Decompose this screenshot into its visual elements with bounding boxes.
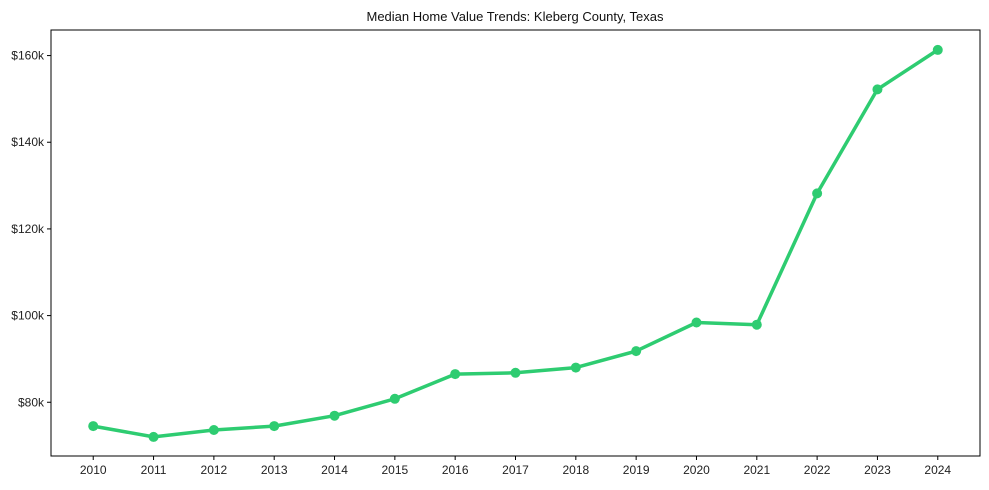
series-line bbox=[91, 48, 940, 439]
x-tick-label: 2018 bbox=[562, 463, 589, 477]
x-tick-label: 2016 bbox=[442, 463, 469, 477]
x-axis: 2010 2011 2012 2013 2014 2015 2016 2017 2018 2019… bbox=[80, 456, 951, 477]
data-point-2024 bbox=[932, 44, 943, 55]
x-tick-label: 2017 bbox=[502, 463, 529, 477]
data-point-2020 bbox=[691, 317, 702, 328]
data-point-2010 bbox=[88, 421, 99, 432]
x-tick-label: 2012 bbox=[201, 463, 228, 477]
x-tick-label: 2015 bbox=[381, 463, 408, 477]
data-point-2017 bbox=[510, 367, 521, 378]
data-point-2021 bbox=[751, 319, 762, 330]
data-point-2022 bbox=[812, 188, 823, 199]
x-tick-label: 2023 bbox=[864, 463, 891, 477]
series-group bbox=[88, 44, 943, 442]
x-tick-label: 2020 bbox=[683, 463, 710, 477]
data-point-2013 bbox=[269, 421, 280, 432]
data-point-2011 bbox=[148, 431, 159, 442]
x-tick-label: 2022 bbox=[804, 463, 831, 477]
data-point-2018 bbox=[570, 362, 581, 373]
data-point-2016 bbox=[450, 369, 461, 380]
x-tick-label: 2019 bbox=[623, 463, 650, 477]
x-tick-label: 2013 bbox=[261, 463, 288, 477]
y-tick-label: $120k bbox=[11, 222, 45, 236]
x-tick-label: 2010 bbox=[80, 463, 107, 477]
data-point-2015 bbox=[389, 393, 400, 404]
y-tick-label: $100k bbox=[11, 309, 45, 323]
y-tick-label: $160k bbox=[11, 49, 45, 63]
plot-area-frame bbox=[50, 29, 981, 457]
chart-title: Median Home Value Trends: Kleberg County… bbox=[367, 9, 664, 24]
data-point-2012 bbox=[208, 424, 219, 435]
x-tick-label: 2014 bbox=[321, 463, 348, 477]
data-point-2019 bbox=[631, 346, 642, 357]
y-tick-label: $80k bbox=[18, 395, 45, 409]
x-tick-label: 2024 bbox=[924, 463, 951, 477]
x-tick-label: 2021 bbox=[743, 463, 770, 477]
x-tick-label: 2011 bbox=[141, 463, 167, 477]
y-axis: $80k $100k $120k $140k $160k bbox=[11, 49, 51, 409]
y-tick-label: $140k bbox=[11, 135, 45, 149]
data-point-2023 bbox=[872, 84, 883, 95]
data-point-2014 bbox=[329, 410, 340, 421]
